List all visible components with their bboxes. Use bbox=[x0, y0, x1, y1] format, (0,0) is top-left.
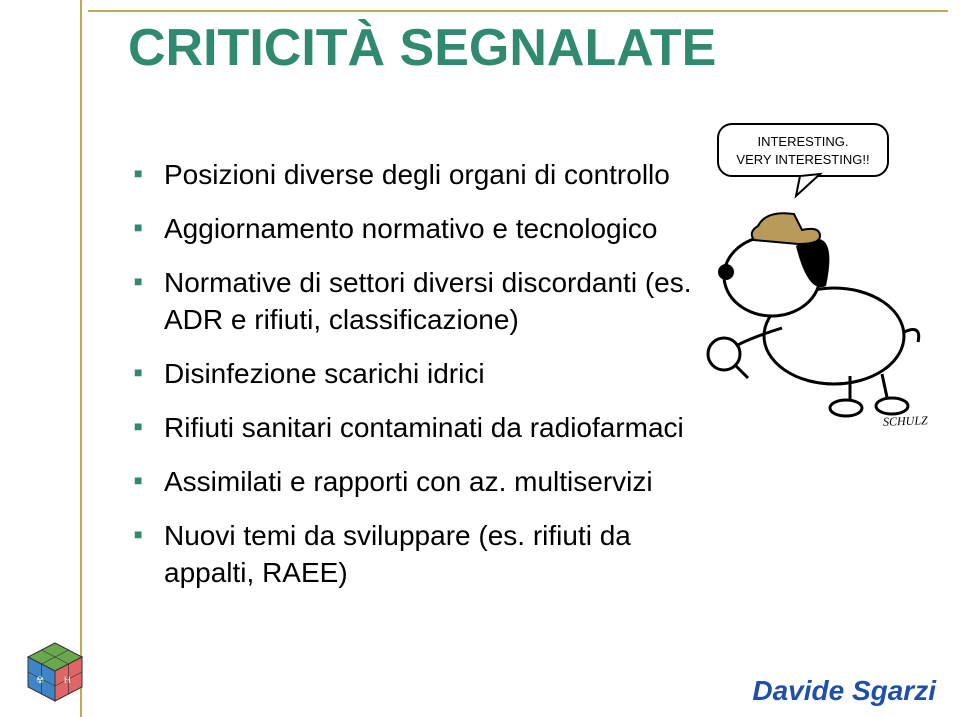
left-rule bbox=[80, 0, 82, 717]
speech-line-2: VERY INTERESTING!! bbox=[736, 152, 869, 167]
list-item: Assimilati e rapporti con az. multiservi… bbox=[160, 463, 700, 501]
slide: CRITICITÀ SEGNALATE Posizioni diverse de… bbox=[0, 0, 960, 717]
svg-text:☢: ☢ bbox=[36, 675, 44, 685]
list-item: Posizioni diverse degli organi di contro… bbox=[160, 156, 700, 194]
list-item: Nuovi temi da sviluppare (es. rifiuti da… bbox=[160, 517, 700, 593]
cube-logo-icon: ☢ H bbox=[20, 639, 90, 709]
top-rule bbox=[88, 10, 948, 12]
list-item: Normative di settori diversi discordanti… bbox=[160, 264, 700, 340]
author-name: Davide Sgarzi bbox=[752, 675, 936, 707]
slide-title: CRITICITÀ SEGNALATE bbox=[128, 18, 716, 78]
list-item: Disinfezione scarichi idrici bbox=[160, 355, 700, 393]
svg-text:H: H bbox=[64, 675, 71, 685]
snoopy-illustration: INTERESTING. VERY INTERESTING!! bbox=[700, 118, 946, 438]
artist-signature: SCHULZ bbox=[883, 413, 928, 430]
list-item: Aggiornamento normativo e tecnologico bbox=[160, 210, 700, 248]
list-item: Rifiuti sanitari contaminati da radiofar… bbox=[160, 409, 700, 447]
speech-line-1: INTERESTING. bbox=[757, 134, 848, 149]
bullet-list: Posizioni diverse degli organi di contro… bbox=[120, 156, 700, 608]
